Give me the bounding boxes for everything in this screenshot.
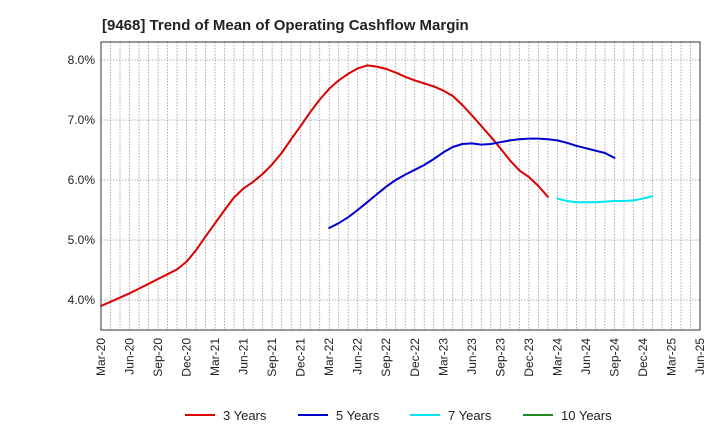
x-tick-label: Mar-24: [550, 338, 564, 376]
x-tick-label: Sep-20: [151, 338, 165, 377]
legend-label: 5 Years: [336, 408, 380, 423]
x-tick-label: Dec-20: [180, 338, 194, 377]
legend-label: 3 Years: [223, 408, 267, 423]
x-tick-label: Dec-21: [294, 338, 308, 377]
x-tick-label: Sep-23: [493, 338, 507, 377]
x-tick-label: Dec-24: [636, 338, 650, 377]
x-axis-labels: Mar-20 Jun-20 Sep-20 Dec-20 Mar-21 Jun-21 Sep-…: [94, 338, 707, 377]
x-grid: [110, 42, 691, 330]
x-tick-label: Jun-23: [465, 338, 479, 375]
x-tick-label: Dec-22: [408, 338, 422, 377]
series-line-7-years: [556, 195, 654, 204]
y-tick-label: 7.0%: [68, 113, 96, 127]
y-tick-label: 6.0%: [68, 173, 96, 187]
x-tick-label: Jun-25: [693, 338, 707, 375]
y-grid: [101, 59, 700, 301]
chart-title: [9468] Trend of Mean of Operating Cashfl…: [102, 17, 469, 34]
x-tick-label: Jun-20: [123, 338, 137, 375]
plot-area: [101, 42, 700, 330]
series-line-5-years: [328, 137, 616, 229]
plot-frame: [100, 41, 701, 331]
x-tick-label: Jun-22: [351, 338, 365, 375]
y-axis-labels: 4.0% 5.0% 6.0% 7.0% 8.0%: [68, 53, 96, 307]
y-tick-label: 5.0%: [68, 233, 96, 247]
series-layer: [100, 64, 654, 307]
y-tick-label: 4.0%: [68, 293, 96, 307]
legend: 3 Years 5 Years 7 Years 10 Years: [185, 408, 612, 423]
x-tick-label: Sep-21: [265, 338, 279, 377]
x-tick-label: Mar-22: [322, 338, 336, 376]
x-tick-label: Mar-23: [436, 338, 450, 376]
x-tick-label: Dec-23: [522, 338, 536, 377]
x-tick-label: Jun-24: [579, 338, 593, 375]
x-tick-label: Mar-21: [208, 338, 222, 376]
x-tick-label: Sep-22: [379, 338, 393, 377]
x-tick-label: Mar-20: [94, 338, 108, 376]
x-tick-label: Jun-21: [237, 338, 251, 375]
y-tick-label: 8.0%: [68, 53, 96, 67]
legend-label: 7 Years: [448, 408, 492, 423]
series-line-3-years: [100, 64, 549, 307]
x-tick-label: Mar-25: [664, 338, 678, 376]
x-tick-label: Sep-24: [607, 338, 621, 377]
legend-label: 10 Years: [561, 408, 612, 423]
